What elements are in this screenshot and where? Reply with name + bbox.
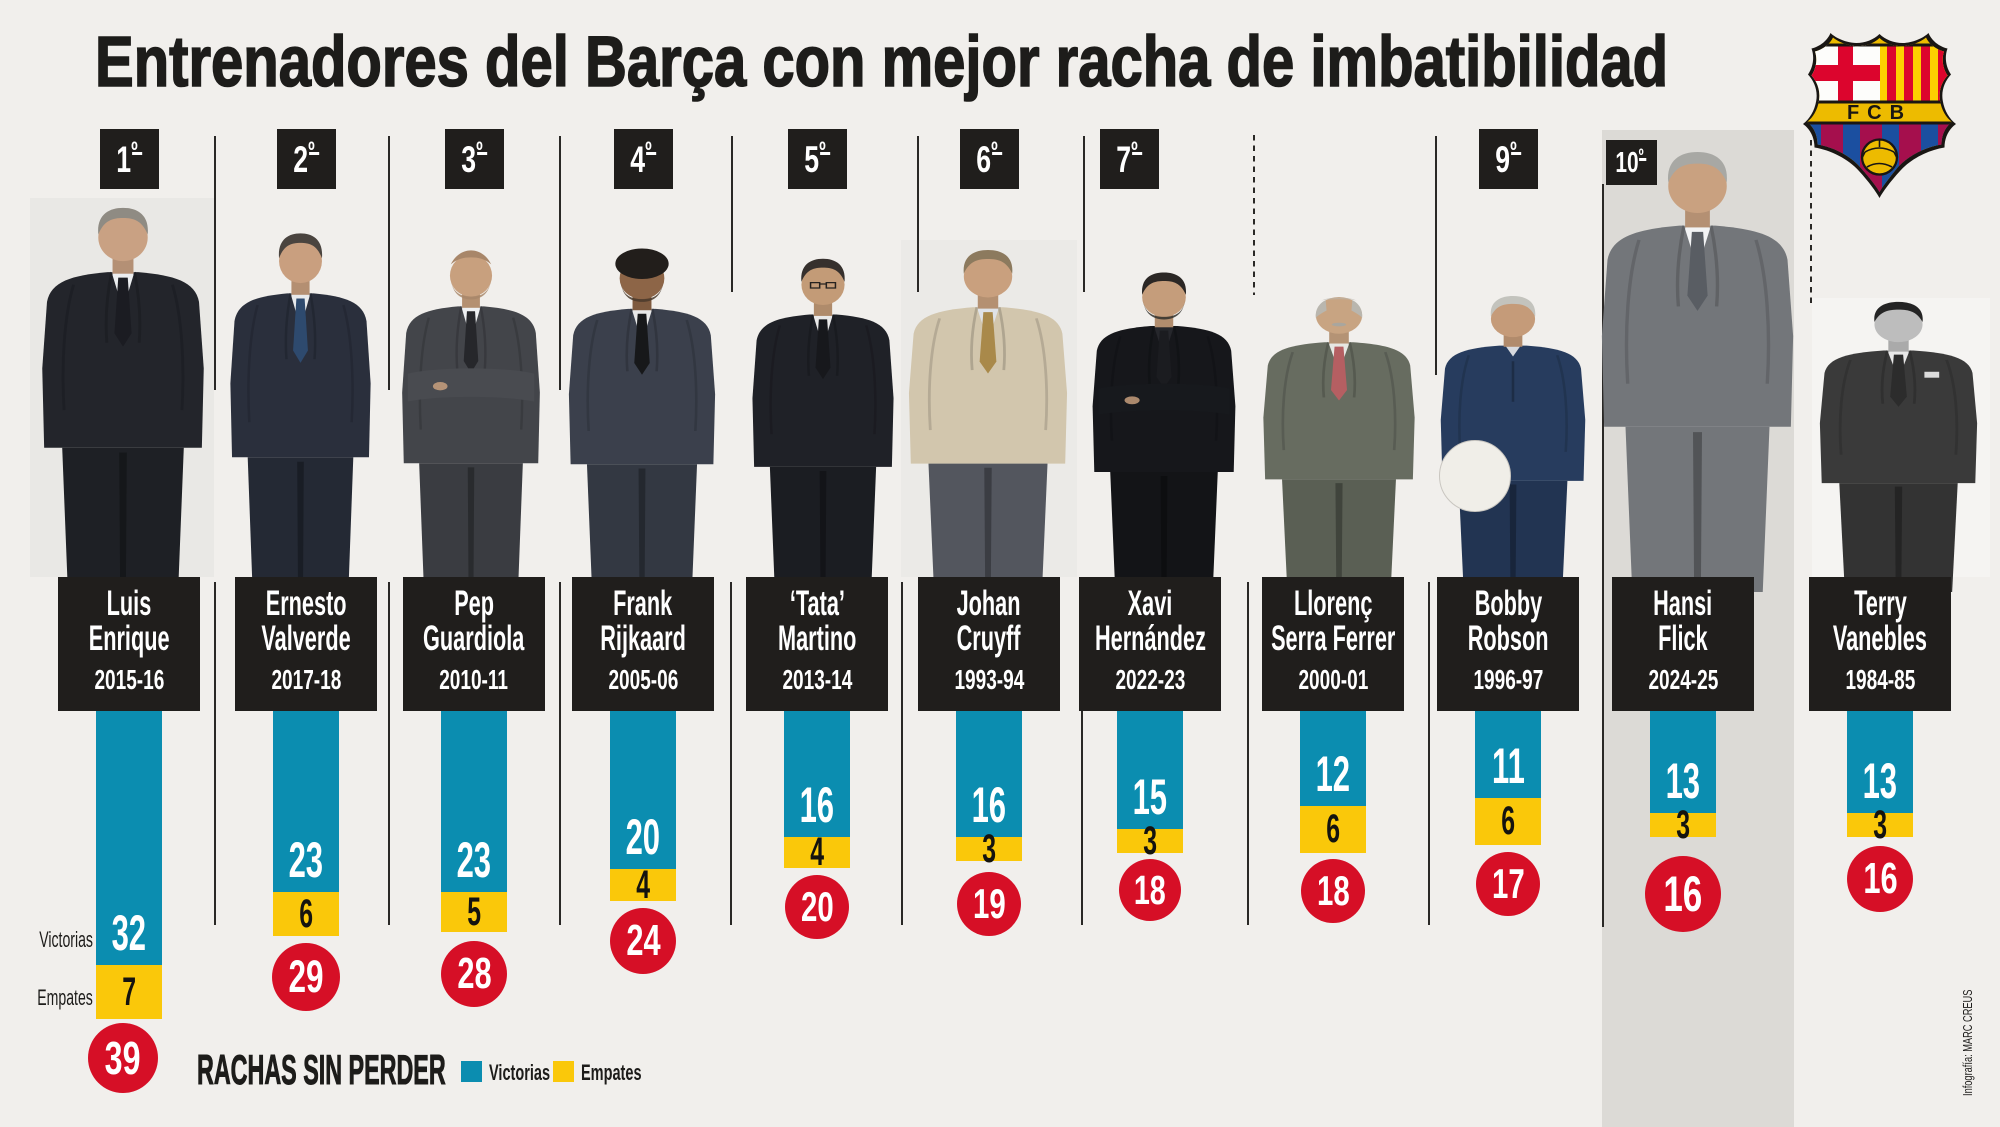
- svg-text:FCB: FCB: [1847, 102, 1912, 124]
